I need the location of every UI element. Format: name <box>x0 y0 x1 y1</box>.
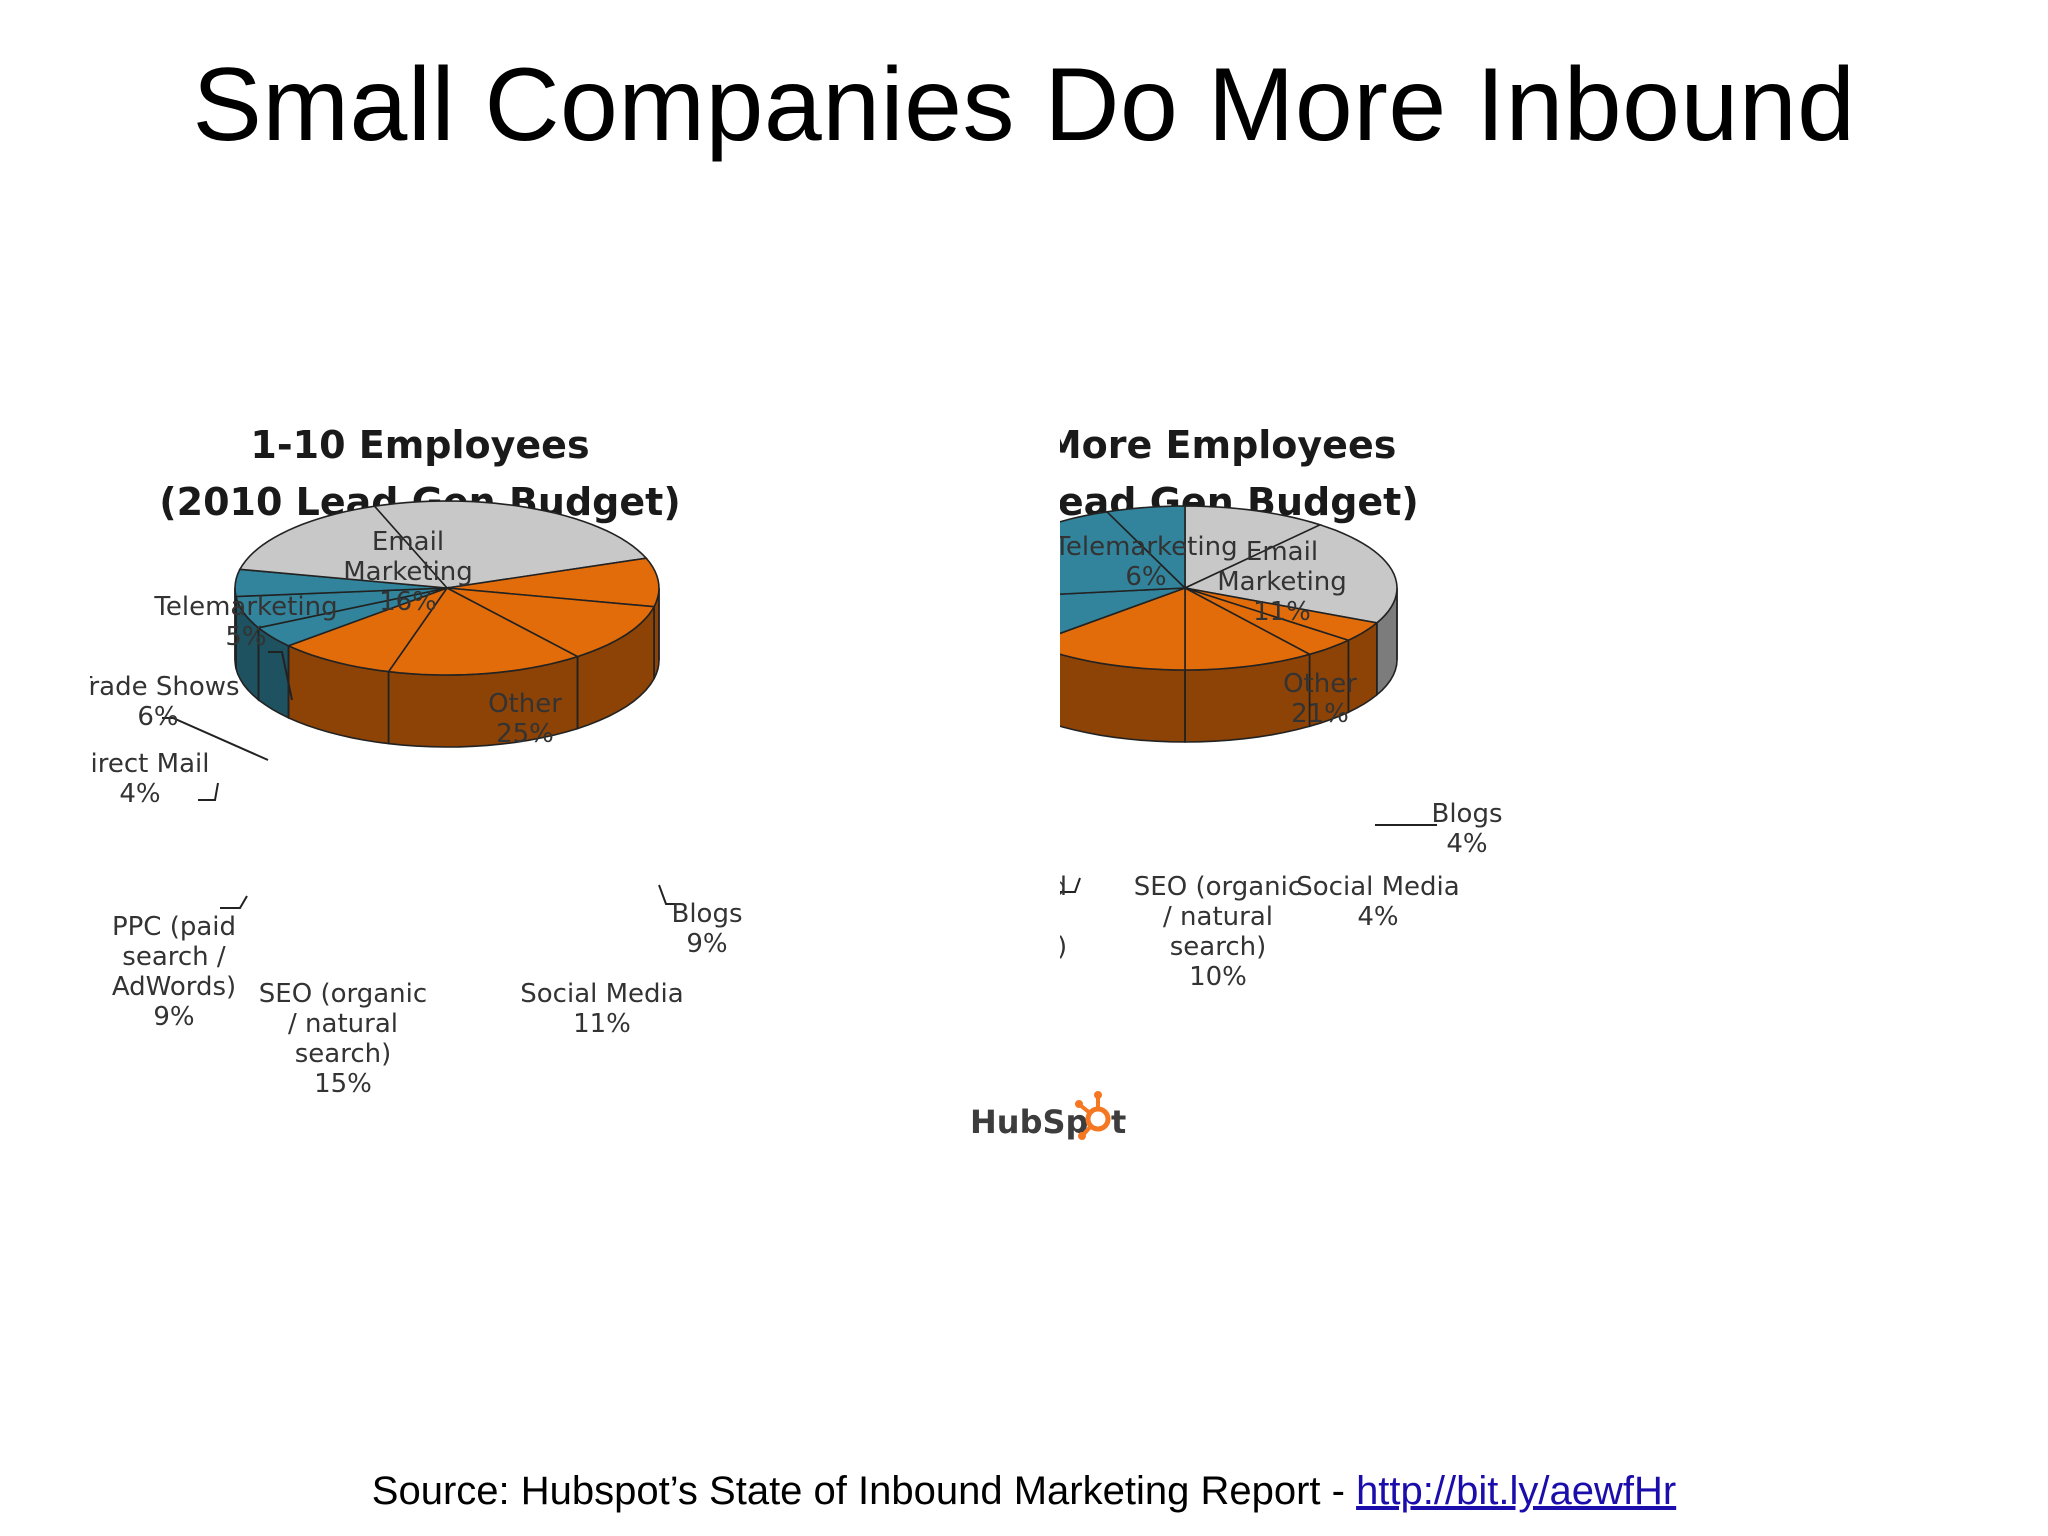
chart-title-line: 1-10 Employees <box>250 423 589 467</box>
slice-label-text: Telemarketing <box>153 592 337 622</box>
slice-label-text: 11% <box>1253 597 1311 627</box>
svg-text:HubSp: HubSp <box>970 1103 1088 1141</box>
slice-label-text: 6% <box>137 702 178 732</box>
leader-line <box>658 884 679 905</box>
leader-line <box>198 782 219 801</box>
slice-ppc-paid-search-adwords <box>286 586 450 673</box>
chart-title-line: 50 or More Employees <box>1060 423 1396 467</box>
slice-label-text: AdWords) <box>1060 932 1067 962</box>
pie-chart-small-companies: 1-10 Employees(2010 Lead Gen Budget)Emai… <box>90 400 1090 1180</box>
leader-lines <box>162 651 679 909</box>
slice-label-text: Marketing <box>1217 567 1347 597</box>
slice-label-text: Other <box>1283 669 1357 699</box>
source-link[interactable]: http://bit.ly/aewfHr <box>1356 1469 1677 1513</box>
slice-other <box>372 500 648 589</box>
slice-label-text: PPC (paid <box>1060 872 1067 902</box>
leader-lines <box>1060 824 1437 893</box>
slice-label-text: 9% <box>153 1002 194 1032</box>
pie-chart-large-companies: 50 or More Employees(2010 Lead Gen Budge… <box>1060 400 2048 1180</box>
leader-line <box>1060 877 1081 893</box>
slice-label-text: AdWords) <box>112 972 236 1002</box>
slice-telemarketing <box>1105 505 1186 590</box>
slice-label-text: PPC (paid <box>112 912 236 942</box>
slice-label-text: 6% <box>1125 562 1166 592</box>
slice-blogs <box>1184 587 1379 642</box>
slice-label-text: / natural <box>1163 902 1273 932</box>
slice-label-text: Blogs <box>671 899 742 929</box>
slice-label-text: 15% <box>314 1069 372 1099</box>
slice-label-text: Trade Shows <box>90 672 240 702</box>
slice-label-text: 16% <box>379 587 437 617</box>
hubspot-logo: HubSp t <box>970 1085 1140 1155</box>
slice-label-text: 4% <box>119 779 160 809</box>
slice-seo-organic-natural-search <box>387 586 580 676</box>
pie-side-walls <box>1060 587 1398 743</box>
slice-label-text: 5% <box>225 622 266 652</box>
slice-blogs <box>446 557 660 608</box>
slice-label-text: Blogs <box>1431 799 1502 829</box>
pie-top-faces <box>1060 505 1398 671</box>
slice-telemarketing <box>234 568 448 598</box>
slice-label-text: Social Media <box>1296 872 1459 902</box>
slice-label-text: Direct Mail <box>90 749 209 779</box>
slice-label-text: 25% <box>496 719 554 749</box>
slice-social-media <box>446 587 656 658</box>
slice-label-text: Email <box>1246 537 1318 567</box>
source-text: Source: Hubspot’s State of Inbound Marke… <box>371 1469 1357 1513</box>
slice-label-text: Other <box>488 689 562 719</box>
leader-line <box>220 895 248 909</box>
slice-label-text: Social Media <box>520 979 683 1009</box>
slice-label-text: SEO (organic <box>1134 872 1302 902</box>
slice-label-text: / natural <box>288 1009 398 1039</box>
slice-direct-mail <box>1060 587 1186 635</box>
slice-seo-organic-natural-search <box>1184 586 1312 671</box>
slice-label-text: search) <box>295 1039 392 1069</box>
slice-label-text: 10% <box>1189 962 1247 992</box>
slice-label-text: 4% <box>1446 829 1487 859</box>
slice-label-text: 11% <box>573 1009 631 1039</box>
slice-label-text: search / <box>122 942 226 972</box>
source-citation: Source: Hubspot’s State of Inbound Marke… <box>0 1465 2048 1517</box>
pie-top-faces <box>234 500 660 676</box>
leader-line <box>162 717 269 761</box>
slice-label-text: search) <box>1170 932 1267 962</box>
leader-line <box>268 651 293 701</box>
slice-label-text: Marketing <box>343 557 473 587</box>
pie-chart-small-companies-svg: 1-10 Employees(2010 Lead Gen Budget)Emai… <box>90 423 743 1099</box>
slice-ppc-paid-search-adwords <box>1060 586 1186 671</box>
svg-text:t: t <box>1111 1103 1126 1141</box>
slice-other <box>1182 523 1398 624</box>
slice-label-text: 4% <box>1357 902 1398 932</box>
slice-label-text: SEO (organic <box>259 979 427 1009</box>
slice-label-text: Email <box>372 527 444 557</box>
slice-label-text: 9% <box>686 929 727 959</box>
slice-email-marketing <box>1184 505 1323 590</box>
slice-trade-shows <box>1060 510 1187 595</box>
slice-social-media <box>1184 587 1351 656</box>
pie-chart-large-companies-svg: 50 or More Employees(2010 Lead Gen Budge… <box>1060 423 1503 992</box>
slice-label-text: 21% <box>1291 699 1349 729</box>
slide-title: Small Companies Do More Inbound <box>192 47 1856 163</box>
slice-trade-shows <box>234 587 448 629</box>
slice-email-marketing <box>238 505 449 589</box>
slice-label-text: Telemarketing <box>1060 532 1238 562</box>
